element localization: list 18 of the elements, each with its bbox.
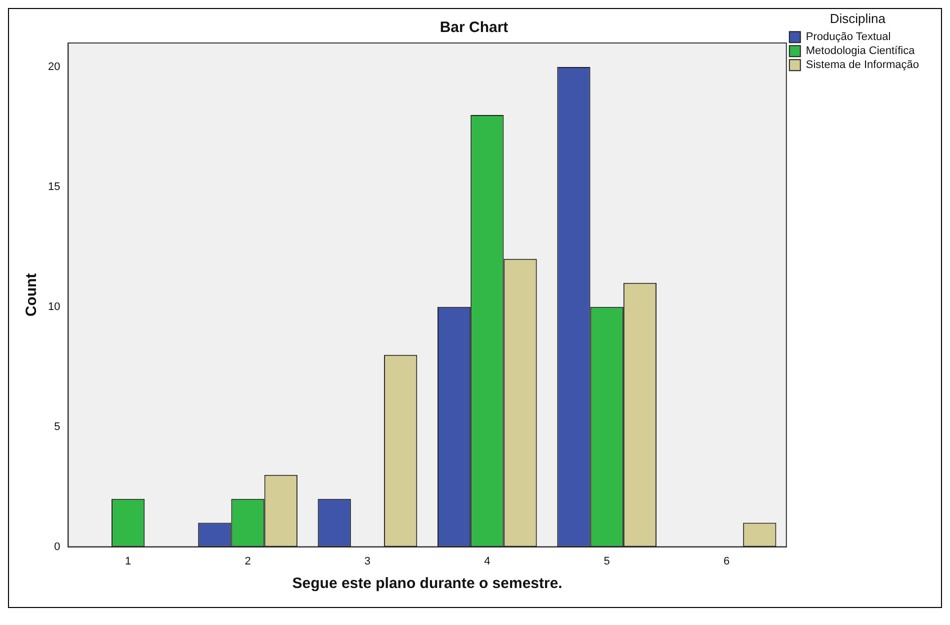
legend-label: Produção Textual	[806, 31, 891, 44]
legend-label: Sistema de Informação	[806, 59, 920, 72]
x-tick-label: 6	[723, 555, 730, 568]
x-tick-label: 2	[244, 555, 251, 568]
x-tick-label: 1	[125, 555, 132, 568]
x-tick-label: 4	[484, 555, 490, 568]
y-tick-label: 0	[54, 540, 60, 553]
y-tick-label: 20	[48, 61, 60, 74]
legend-title: Disciplina	[830, 11, 886, 26]
legend-label: Metodologia Científica	[806, 45, 916, 58]
y-tick-label: 5	[54, 420, 60, 433]
x-tick-label: 5	[604, 555, 610, 568]
x-axis-title: Segue este plano durante o semestre.	[292, 575, 562, 592]
y-axis-title: Count	[23, 273, 40, 317]
y-tick-label: 10	[48, 300, 60, 313]
chart-title: Bar Chart	[440, 19, 508, 36]
y-tick-label: 15	[48, 180, 60, 193]
x-tick-label: 3	[364, 555, 371, 568]
